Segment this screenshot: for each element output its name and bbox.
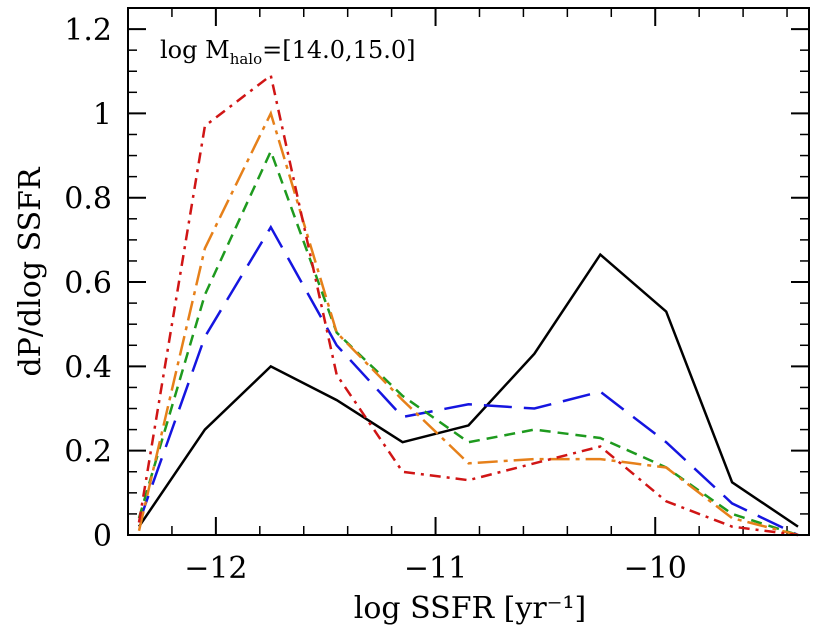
x-tick-label: −11: [404, 551, 467, 586]
series-line-2: [137, 224, 799, 537]
annotation-prefix: log M: [160, 36, 230, 64]
series-layer: [137, 73, 799, 537]
y-tick-label: 1.2: [64, 13, 112, 48]
y-tick-label: 0: [93, 519, 112, 554]
annotation-suffix: =[14.0,15.0]: [262, 36, 415, 64]
x-axis-label: log SSFR [yr⁻¹]: [354, 591, 586, 626]
annotation-subscript: halo: [230, 50, 262, 68]
y-axis-label: dP/dlog SSFR: [13, 166, 48, 376]
x-tick-label: −10: [624, 551, 687, 586]
y-tick-label: 0.6: [64, 266, 112, 301]
halo-mass-annotation: log Mhalo=[14.0,15.0]: [160, 36, 415, 68]
y-tick-label: 0.2: [64, 435, 112, 470]
x-tick-label: −12: [184, 551, 247, 586]
series-line-4: [137, 109, 799, 537]
series-line-5: [137, 73, 799, 537]
series-line-1: [137, 252, 799, 528]
y-tick-label: 0.8: [64, 182, 112, 217]
y-tick-label: 0.4: [64, 350, 112, 385]
plot-frame: [127, 7, 810, 536]
tick-labels: −12 −11 −10 0 0.2 0.4 0.6 0.8 1 1.2: [64, 13, 687, 586]
y-tick-label: 1: [93, 97, 112, 132]
series-line-3: [137, 148, 799, 537]
axis-ticks: [127, 8, 809, 536]
